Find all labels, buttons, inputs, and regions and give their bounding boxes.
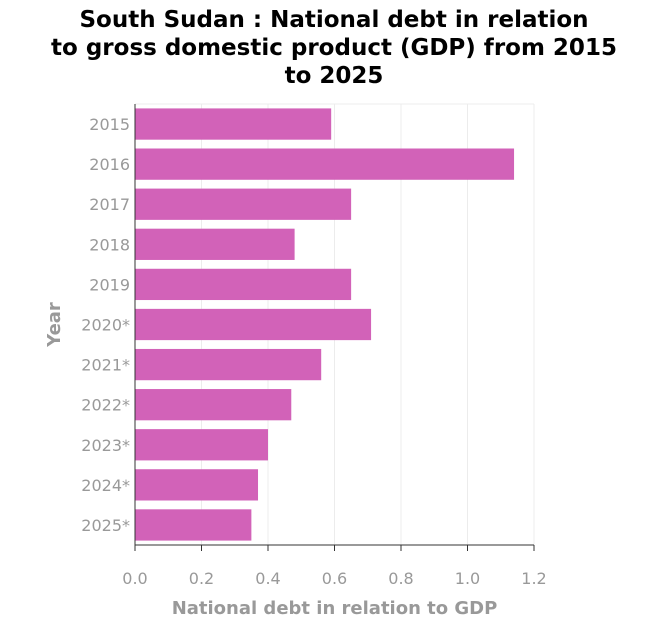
bar bbox=[135, 308, 372, 341]
x-axis-title: National debt in relation to GDP bbox=[172, 598, 498, 619]
chart-title-line-1: South Sudan : National debt in relation bbox=[79, 7, 589, 33]
tick-labels: 2015 2016 2017 2018 2019 2020* 2021* 2022* 2023*… bbox=[81, 115, 546, 588]
y-tick-label: 2018 bbox=[89, 235, 130, 254]
bar bbox=[135, 268, 352, 301]
bar bbox=[135, 509, 252, 541]
y-tick-label: 2021* bbox=[81, 356, 130, 375]
y-tick-label: 2020* bbox=[81, 316, 130, 335]
x-tick-label: 0.8 bbox=[388, 569, 413, 588]
x-tick-label: 0.6 bbox=[322, 569, 347, 588]
y-tick-label: 2019 bbox=[89, 275, 130, 294]
y-tick-label: 2024* bbox=[81, 476, 130, 495]
y-tick-label: 2022* bbox=[81, 396, 130, 415]
y-tick-label: 2016 bbox=[89, 155, 130, 174]
bar bbox=[135, 108, 332, 140]
y-tick-label: 2023* bbox=[81, 436, 130, 455]
y-axis-title: Year bbox=[44, 302, 65, 348]
bar bbox=[135, 469, 259, 501]
y-tick-label: 2015 bbox=[89, 115, 130, 134]
bar bbox=[135, 348, 322, 381]
x-tick-label: 0.4 bbox=[255, 569, 280, 588]
chart-title-line-2: to gross domestic product (GDP) from 201… bbox=[51, 35, 617, 61]
bar bbox=[135, 389, 292, 421]
x-tick-label: 0.0 bbox=[122, 569, 147, 588]
x-tick-label: 0.2 bbox=[189, 569, 214, 588]
x-tick-label: 1.2 bbox=[521, 569, 546, 588]
bar bbox=[135, 188, 352, 220]
chart-title-line-3: to 2025 bbox=[284, 63, 384, 89]
bar bbox=[135, 148, 515, 180]
axes bbox=[134, 104, 535, 551]
bars bbox=[135, 108, 515, 541]
x-tick-label: 1.0 bbox=[455, 569, 480, 588]
bar bbox=[135, 429, 268, 461]
y-tick-label: 2017 bbox=[89, 195, 130, 214]
y-tick-label: 2025* bbox=[81, 516, 130, 535]
chart-title: South Sudan : National debt in relation … bbox=[0, 6, 668, 90]
bar bbox=[135, 228, 295, 260]
